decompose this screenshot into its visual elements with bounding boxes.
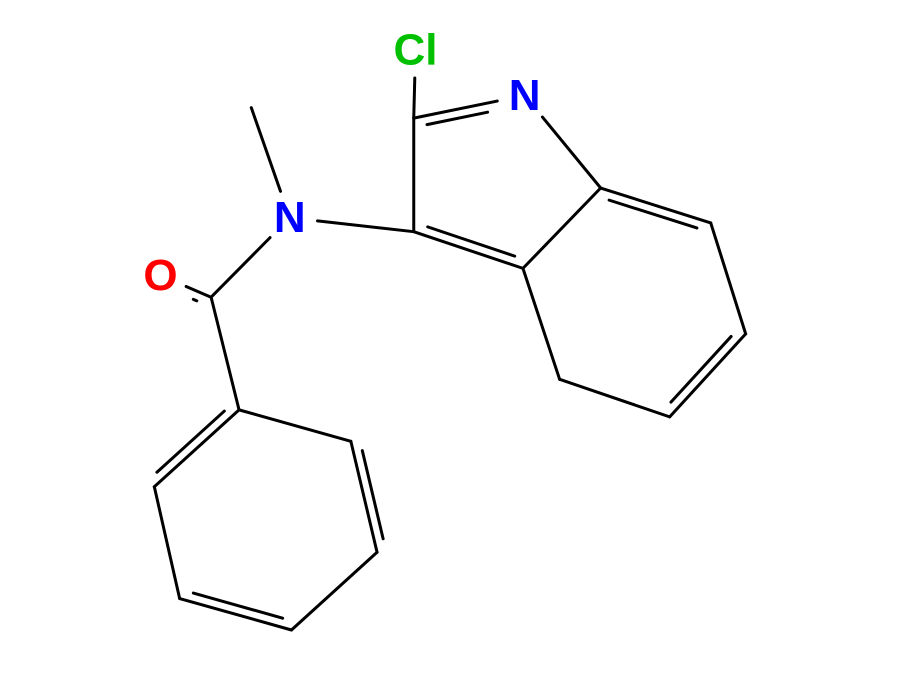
atom-label-cl: Cl [393, 26, 437, 75]
atom-label-n: N [274, 193, 306, 242]
bond-double-inner [362, 451, 383, 539]
bond-double-main [670, 334, 746, 417]
bond-double-inner [671, 336, 731, 402]
bond-single [211, 238, 270, 298]
bond-single [291, 552, 377, 630]
atom-label-n: N [509, 71, 541, 120]
bond-single [318, 221, 414, 232]
bond-single [560, 379, 670, 417]
molecule-diagram: Cl N N O [0, 0, 900, 680]
bond-single [523, 268, 560, 379]
bond-double-main [414, 232, 523, 269]
bond-single [523, 188, 601, 268]
bond-double-main [180, 599, 292, 630]
bond-single [542, 117, 600, 188]
bonds-group [154, 78, 745, 630]
bond-double-inner [157, 411, 224, 472]
bond-single [154, 487, 179, 599]
bond-single [414, 78, 415, 118]
bond-single [211, 297, 239, 410]
bond-double-main [601, 188, 711, 223]
bond-double-main [186, 286, 211, 297]
bond-double-main [414, 101, 498, 118]
bond-single [239, 410, 351, 441]
atoms-group: Cl N N O [143, 26, 540, 300]
bond-double-main [154, 410, 239, 487]
bond-single [711, 223, 746, 334]
atom-label-o: O [143, 251, 177, 300]
bond-single [251, 108, 280, 192]
bond-double-inner [193, 299, 196, 300]
